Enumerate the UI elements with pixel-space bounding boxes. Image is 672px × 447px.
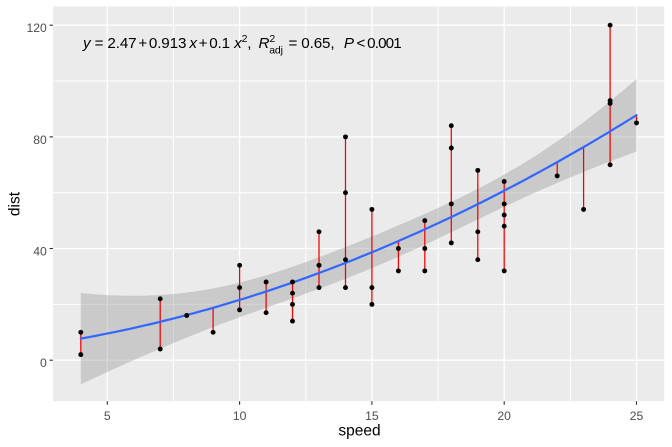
svg-text:80: 80 [33, 133, 47, 147]
svg-text:20: 20 [497, 409, 511, 423]
svg-text:40: 40 [33, 244, 47, 258]
svg-text:120: 120 [26, 21, 47, 35]
svg-text:25: 25 [630, 409, 644, 423]
svg-text:15: 15 [365, 409, 379, 423]
svg-text:5: 5 [104, 409, 111, 423]
svg-text:speed: speed [338, 423, 380, 440]
svg-text:y = 2.47 + 0.913 x + 0.1 x2, R: y = 2.47 + 0.913 x + 0.1 x2, R2 adj = 0.6… [82, 33, 401, 57]
svg-text:0: 0 [40, 356, 47, 370]
svg-text:10: 10 [233, 409, 247, 423]
svg-text:dist: dist [7, 191, 24, 216]
